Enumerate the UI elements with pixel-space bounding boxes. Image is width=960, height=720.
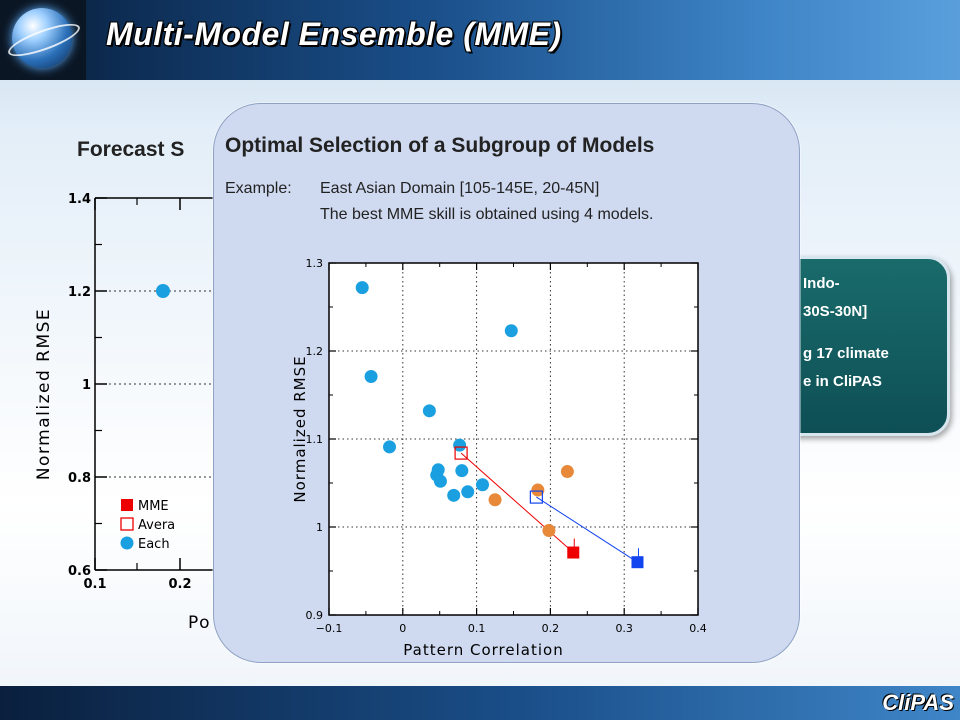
x-tick-label: 0 bbox=[399, 622, 406, 635]
model-point bbox=[422, 404, 436, 418]
teal-box-line: g 17 climate bbox=[803, 345, 889, 362]
example-result-text: The best MME skill is obtained using 4 m… bbox=[320, 206, 654, 223]
example-domain-text: East Asian Domain [105-145E, 20-45N] bbox=[320, 180, 600, 197]
bg-legend-label: Avera bbox=[138, 518, 175, 533]
y-tick-label: 1.2 bbox=[306, 345, 324, 358]
model-point bbox=[355, 281, 369, 295]
logo-area bbox=[0, 0, 86, 80]
model-point bbox=[455, 464, 469, 478]
popup-scatter-chart: −0.1 0 0.1 0.2 0.3 0.4 0.9 1 1.1 1.2 1.3 Pattern Co… bbox=[291, 257, 707, 659]
bg-y-tick-label: 1 bbox=[82, 378, 91, 393]
teal-box-line: Indo- bbox=[803, 275, 840, 292]
blue-connector-line bbox=[536, 496, 638, 563]
globe-logo-icon bbox=[12, 8, 72, 68]
bg-x-tick-label: 0.2 bbox=[168, 577, 191, 592]
bg-legend-label: MME bbox=[138, 499, 169, 514]
background-heading: Forecast S bbox=[77, 138, 185, 161]
y-tick-label: 1 bbox=[316, 521, 323, 534]
average-marker-blue bbox=[529, 490, 543, 504]
average-marker-red bbox=[454, 446, 468, 460]
x-tick-label: 0.3 bbox=[615, 622, 633, 635]
bg-x-tick-label: 0.1 bbox=[83, 577, 106, 592]
model-point bbox=[476, 478, 490, 492]
background-chart: 0.6 0.8 1 1.2 1.4 0.1 0.2 Normalized RMSE Po MME A… bbox=[34, 192, 220, 633]
x-axis-label: Pattern Correlation bbox=[403, 641, 563, 659]
popup-title: Optimal Selection of a Subgroup of Model… bbox=[225, 134, 655, 157]
bg-y-axis-label: Normalized RMSE bbox=[34, 308, 54, 480]
teal-box-line: 30S-30N] bbox=[803, 303, 868, 320]
bg-legend-each-marker bbox=[120, 536, 134, 550]
model-point bbox=[364, 370, 378, 384]
model-point bbox=[433, 474, 447, 488]
model-point bbox=[461, 485, 475, 499]
x-tick-label: 0.2 bbox=[542, 622, 560, 635]
bg-legend-mme-marker bbox=[121, 499, 133, 511]
selected-model-point bbox=[542, 524, 556, 538]
bg-y-tick-label: 1.2 bbox=[68, 285, 91, 300]
popup-panel: Optimal Selection of a Subgroup of Model… bbox=[213, 103, 800, 663]
model-point bbox=[431, 463, 445, 477]
footer-brand: CliPAS bbox=[882, 690, 954, 715]
bg-x-axis-label: Po bbox=[188, 613, 211, 633]
mme-marker-red bbox=[567, 546, 580, 559]
bg-legend-average-marker bbox=[120, 517, 134, 531]
selected-model-point bbox=[488, 493, 502, 507]
selected-model-point bbox=[560, 465, 574, 479]
model-point bbox=[453, 438, 467, 452]
mme-marker-blue bbox=[631, 556, 644, 569]
bg-y-tick-label: 0.6 bbox=[68, 564, 91, 579]
bg-model-point bbox=[156, 284, 170, 298]
y-tick-label: 0.9 bbox=[306, 609, 324, 622]
selected-model-point bbox=[531, 483, 545, 497]
bg-legend-label: Each bbox=[138, 537, 170, 552]
red-connector-line bbox=[460, 452, 574, 553]
x-tick-label: 0.4 bbox=[689, 622, 707, 635]
slide-title: Multi-Model Ensemble (MME) bbox=[106, 16, 562, 52]
example-label: Example: bbox=[225, 180, 292, 197]
model-point bbox=[447, 488, 461, 502]
footer-bar: CliPAS bbox=[0, 686, 960, 720]
x-tick-label: −0.1 bbox=[316, 622, 343, 635]
bg-y-tick-label: 1.4 bbox=[68, 192, 91, 207]
header-bar: Multi-Model Ensemble (MME) bbox=[0, 0, 960, 80]
teal-info-box: Indo- 30S-30N] g 17 climate e in CliPAS bbox=[770, 256, 950, 436]
model-point bbox=[504, 324, 518, 338]
x-tick-label: 0.1 bbox=[468, 622, 486, 635]
y-axis-label: Normalized RMSE bbox=[291, 355, 309, 502]
model-point bbox=[383, 440, 397, 454]
teal-box-line: e in CliPAS bbox=[803, 373, 882, 390]
y-tick-label: 1.3 bbox=[306, 257, 324, 270]
bg-y-tick-label: 0.8 bbox=[68, 471, 91, 486]
y-tick-label: 1.1 bbox=[306, 433, 324, 446]
